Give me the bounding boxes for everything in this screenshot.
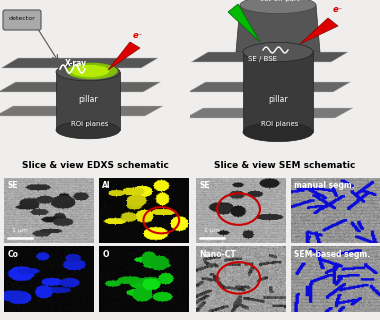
Polygon shape <box>56 72 120 130</box>
Polygon shape <box>1 58 158 68</box>
Polygon shape <box>300 18 338 44</box>
Polygon shape <box>108 42 140 70</box>
Polygon shape <box>0 106 163 116</box>
Text: Co: Co <box>7 250 18 259</box>
Text: SE: SE <box>199 181 210 190</box>
Polygon shape <box>188 82 350 92</box>
Ellipse shape <box>240 0 316 13</box>
Ellipse shape <box>71 65 109 77</box>
Text: e⁻: e⁻ <box>333 5 343 14</box>
Ellipse shape <box>56 121 120 139</box>
Text: Nano-CT: Nano-CT <box>199 250 236 259</box>
Polygon shape <box>243 52 313 132</box>
Text: Slice & view SEM schematic: Slice & view SEM schematic <box>214 161 356 170</box>
Text: 1 μm: 1 μm <box>12 228 28 233</box>
Text: ROI planes: ROI planes <box>261 121 299 127</box>
Text: SE: SE <box>7 181 18 190</box>
Polygon shape <box>236 5 320 52</box>
Text: Slice & view EDXS schematic: Slice & view EDXS schematic <box>22 161 168 170</box>
Polygon shape <box>0 82 160 92</box>
Text: SE / BSE: SE / BSE <box>247 56 277 62</box>
Text: SEM-based segm.: SEM-based segm. <box>294 250 370 259</box>
Text: pillar: pillar <box>78 95 98 105</box>
Text: e⁻: e⁻ <box>133 31 143 40</box>
Text: ROI planes: ROI planes <box>71 121 109 127</box>
Text: X-ray: X-ray <box>65 60 87 68</box>
Text: detector: detector <box>9 17 35 21</box>
Ellipse shape <box>243 42 313 62</box>
Ellipse shape <box>243 122 313 142</box>
Text: O: O <box>102 250 109 259</box>
Text: cut-off part: cut-off part <box>260 0 300 2</box>
Text: Al: Al <box>102 181 111 190</box>
Polygon shape <box>228 4 260 42</box>
Text: manual segm.: manual segm. <box>294 181 355 190</box>
FancyBboxPatch shape <box>3 10 41 30</box>
Polygon shape <box>185 108 353 118</box>
Ellipse shape <box>56 63 120 81</box>
Text: 1 μm: 1 μm <box>204 228 220 233</box>
Polygon shape <box>191 52 348 62</box>
Ellipse shape <box>66 63 117 79</box>
Text: pillar: pillar <box>268 95 288 105</box>
